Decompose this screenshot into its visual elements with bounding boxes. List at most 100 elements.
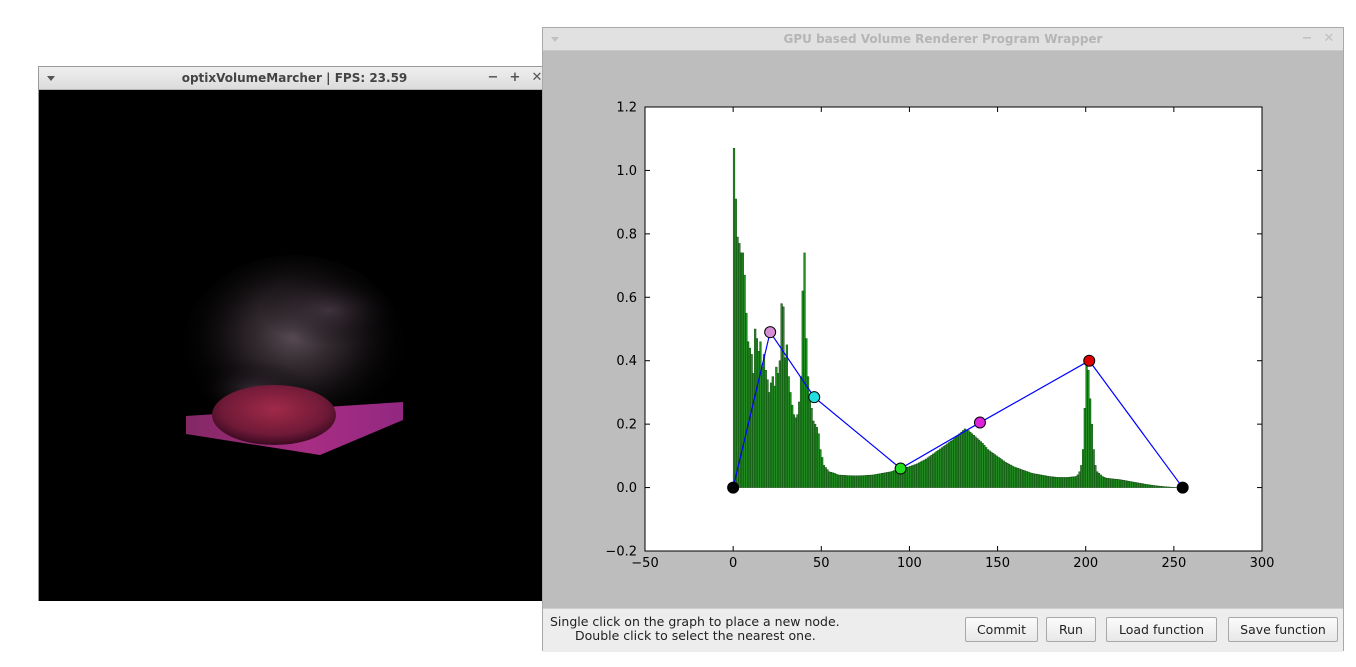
histogram-bar bbox=[1066, 477, 1069, 488]
histogram-bar bbox=[1018, 468, 1021, 488]
save-function-button[interactable]: Save function bbox=[1228, 617, 1338, 642]
histogram-bar bbox=[1036, 474, 1039, 488]
minimize-icon[interactable]: − bbox=[1301, 31, 1313, 46]
histogram-bar bbox=[914, 464, 917, 488]
histogram-bar bbox=[1000, 459, 1004, 488]
hint-select-node: Double click to select the nearest one. bbox=[575, 628, 816, 643]
histogram-bar bbox=[1043, 475, 1046, 488]
histogram-bar bbox=[1009, 464, 1012, 488]
histogram-bar bbox=[789, 392, 792, 488]
histogram-bar bbox=[1078, 471, 1081, 488]
histogram-bar bbox=[999, 458, 1002, 488]
histogram-bar bbox=[995, 455, 998, 488]
transfer-function-node[interactable] bbox=[764, 326, 777, 339]
maximize-icon[interactable]: + bbox=[509, 70, 521, 85]
histogram-bar bbox=[1011, 465, 1014, 488]
histogram-bar bbox=[755, 338, 759, 488]
histogram-bar bbox=[918, 462, 921, 488]
histogram-bar bbox=[1124, 480, 1127, 488]
histogram-bar bbox=[852, 475, 855, 488]
histogram-bar bbox=[1094, 465, 1097, 488]
histogram-bar bbox=[1023, 470, 1026, 488]
x-tick-label: 50 bbox=[813, 556, 830, 571]
histogram-bar bbox=[997, 456, 1000, 488]
histogram-bar bbox=[745, 312, 748, 488]
histogram-bar bbox=[889, 471, 892, 488]
histogram-bar bbox=[1004, 462, 1007, 488]
histogram-bar bbox=[845, 475, 848, 488]
transfer-function-node[interactable] bbox=[808, 391, 821, 404]
close-icon[interactable]: ✕ bbox=[1323, 31, 1335, 46]
transfer-function-node[interactable] bbox=[1176, 481, 1189, 494]
histogram-bar bbox=[969, 431, 972, 488]
histogram-bar bbox=[1096, 471, 1099, 488]
histogram-bar bbox=[844, 475, 847, 488]
histogram-bar bbox=[933, 452, 937, 488]
transfer-function-node[interactable] bbox=[894, 462, 907, 475]
x-tick-label: 200 bbox=[1073, 556, 1098, 571]
histogram-bar bbox=[1057, 477, 1060, 488]
histogram-bar bbox=[815, 427, 818, 488]
load-function-button[interactable]: Load function bbox=[1106, 617, 1217, 642]
histogram-bar bbox=[1120, 479, 1123, 488]
commit-button[interactable]: Commit bbox=[965, 617, 1038, 642]
histogram-bar bbox=[810, 408, 813, 488]
y-tick-label: −0.2 bbox=[605, 545, 637, 560]
x-tick-label: 0 bbox=[729, 556, 737, 571]
window-menu-icon[interactable] bbox=[47, 76, 55, 81]
window-menu-icon[interactable] bbox=[551, 37, 559, 42]
histogram-bar bbox=[794, 417, 797, 488]
x-tick-label: 250 bbox=[1161, 556, 1186, 571]
transfer-function-node[interactable] bbox=[727, 481, 740, 494]
histogram-bar bbox=[928, 456, 931, 488]
histogram-bar bbox=[1161, 486, 1164, 488]
histogram-bar bbox=[974, 436, 977, 488]
y-tick-label: 0.6 bbox=[616, 291, 637, 306]
histogram-bar bbox=[814, 423, 817, 488]
histogram-bar bbox=[747, 341, 750, 488]
x-tick-label: 300 bbox=[1250, 556, 1275, 571]
transfer-function-chart[interactable]: −50 0 50 100 150 200 250 300 −0.2 0.0 0.2 0.4 0.6 0.8… bbox=[543, 51, 1343, 607]
histogram-bar bbox=[946, 443, 949, 488]
histogram-bar bbox=[1147, 484, 1150, 488]
histogram-bar bbox=[828, 471, 831, 488]
transfer-function-node[interactable] bbox=[1083, 354, 1096, 367]
histogram-bar bbox=[1046, 475, 1049, 488]
histogram-bar bbox=[1134, 482, 1138, 488]
minimize-icon[interactable]: − bbox=[487, 70, 499, 85]
histogram-bar bbox=[979, 441, 982, 488]
histogram-bar bbox=[881, 473, 884, 488]
histogram-bar bbox=[773, 385, 776, 488]
bottom-toolbar: Single click on the graph to place a new… bbox=[543, 608, 1343, 652]
histogram-bar bbox=[806, 376, 810, 488]
histogram-bar bbox=[752, 373, 755, 488]
wrapper-window-titlebar[interactable]: GPU based Volume Renderer Program Wrappe… bbox=[543, 28, 1343, 51]
histogram-bar bbox=[925, 458, 928, 488]
histogram-bar bbox=[817, 433, 820, 488]
histogram-bar bbox=[1041, 475, 1044, 488]
histogram-bar bbox=[838, 474, 841, 488]
histogram-bar bbox=[886, 472, 889, 488]
histogram-bar bbox=[780, 303, 783, 488]
histogram-bar bbox=[1039, 474, 1042, 488]
histogram-bar bbox=[785, 344, 788, 488]
y-tick-label: 0.8 bbox=[616, 227, 637, 242]
histogram-bar bbox=[859, 475, 863, 488]
close-icon[interactable]: ✕ bbox=[531, 70, 543, 85]
transfer-function-node[interactable] bbox=[973, 416, 986, 429]
volume-render-viewport[interactable] bbox=[39, 90, 550, 601]
histogram-bar bbox=[1156, 485, 1159, 488]
histogram-bar bbox=[1089, 398, 1092, 488]
histogram-bar bbox=[949, 441, 952, 488]
y-tick-label: 0.2 bbox=[616, 418, 637, 433]
histogram-bar bbox=[870, 474, 873, 488]
run-button[interactable]: Run bbox=[1046, 617, 1096, 642]
histogram-bar bbox=[935, 451, 938, 488]
histogram-bar bbox=[1016, 468, 1019, 488]
histogram-bar bbox=[972, 435, 975, 488]
render-window-titlebar[interactable]: optixVolumeMarcher | FPS: 23.59 − + ✕ bbox=[39, 67, 550, 90]
histogram-bar bbox=[738, 243, 741, 488]
histogram-bar bbox=[1122, 480, 1125, 488]
histogram-bar bbox=[1050, 476, 1053, 488]
histogram-bar bbox=[1110, 478, 1113, 488]
